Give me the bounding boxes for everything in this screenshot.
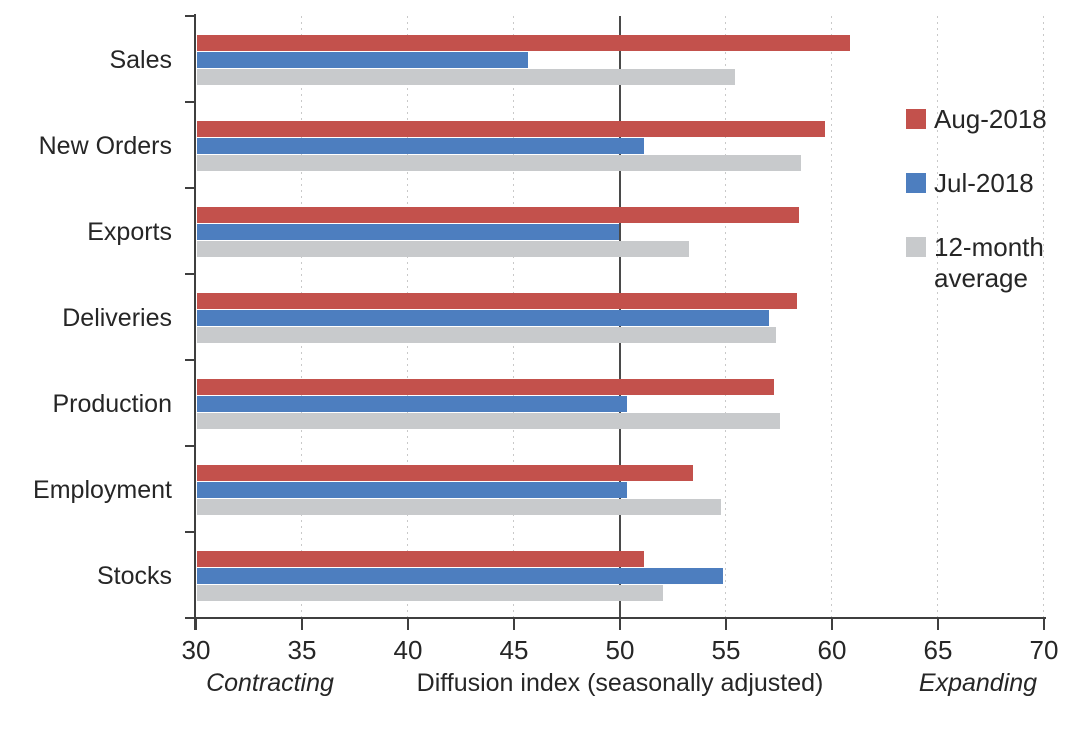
bar-jul-2018-sales [197, 52, 528, 68]
bar-12-month-average-deliveries [197, 327, 776, 343]
x-axis-tick-55 [725, 619, 727, 630]
category-label-stocks: Stocks [96, 562, 172, 590]
category-label-exports: Exports [87, 218, 172, 246]
x-axis-tick-label-65: 65 [923, 635, 953, 665]
x-axis-line [185, 617, 1046, 619]
x-axis-tick-70 [1043, 619, 1045, 630]
y-axis-line [194, 14, 196, 630]
x-axis-title: Diffusion index (seasonally adjusted) [416, 669, 824, 697]
x-axis-tick-label-70: 70 [1029, 635, 1059, 665]
category-label-sales: Sales [109, 46, 172, 74]
bar-jul-2018-deliveries [197, 310, 770, 326]
x-axis-tick-label-35: 35 [287, 635, 317, 665]
legend: Aug-2018 Jul-2018 12-month average [906, 104, 1084, 327]
legend-label: 12-month average [934, 232, 1044, 293]
legend-item-12-month-average: 12-month average [906, 232, 1084, 294]
x-axis-tick-label-40: 40 [393, 635, 423, 665]
x-axis-tick-label-45: 45 [499, 635, 529, 665]
bar-12-month-average-employment [197, 499, 721, 515]
bar-jul-2018-employment [197, 482, 628, 498]
y-axis-tick [185, 187, 195, 189]
bar-aug-2018-production [197, 379, 774, 395]
y-axis-tick [185, 273, 195, 275]
bar-aug-2018-deliveries [197, 293, 797, 309]
x-axis-tick-label-60: 60 [817, 635, 847, 665]
x-axis-tick-50 [619, 619, 621, 630]
legend-label: Jul-2018 [934, 168, 1034, 198]
x-axis-tick-label-30: 30 [181, 635, 211, 665]
right-annotation-expanding: Expanding [918, 669, 1038, 697]
legend-swatch-icon [906, 173, 926, 193]
bar-jul-2018-stocks [197, 568, 723, 584]
bar-jul-2018-exports [197, 224, 619, 240]
category-label-production: Production [52, 390, 172, 418]
legend-swatch-icon [906, 109, 926, 129]
bar-jul-2018-new-orders [197, 138, 645, 154]
bar-12-month-average-new-orders [197, 155, 802, 171]
left-annotation-contracting: Contracting [206, 669, 334, 697]
bar-aug-2018-new-orders [197, 121, 825, 137]
bar-12-month-average-stocks [197, 585, 664, 601]
y-axis-tick [185, 445, 195, 447]
gridline-65 [937, 16, 938, 618]
x-axis-tick-30 [195, 619, 197, 630]
y-axis-tick [185, 531, 195, 533]
x-axis-tick-label-55: 55 [711, 635, 741, 665]
y-axis-tick [185, 101, 195, 103]
bar-aug-2018-stocks [197, 551, 645, 567]
bar-aug-2018-employment [197, 465, 694, 481]
category-label-new-orders: New Orders [38, 132, 172, 160]
bar-aug-2018-sales [197, 35, 850, 51]
x-axis-tick-45 [513, 619, 515, 630]
x-axis-tick-60 [831, 619, 833, 630]
gridline-60 [831, 16, 832, 618]
legend-item-jul-2018: Jul-2018 [906, 168, 1084, 199]
bar-aug-2018-exports [197, 207, 800, 223]
bar-jul-2018-production [197, 396, 628, 412]
legend-label: Aug-2018 [934, 104, 1047, 134]
x-axis-tick-label-50: 50 [605, 635, 635, 665]
legend-swatch-icon [906, 237, 926, 257]
y-axis-tick [185, 359, 195, 361]
bar-12-month-average-exports [197, 241, 689, 257]
category-label-employment: Employment [33, 476, 172, 504]
legend-item-aug-2018: Aug-2018 [906, 104, 1084, 135]
y-axis-tick [185, 15, 195, 17]
bar-12-month-average-production [197, 413, 780, 429]
x-axis-tick-65 [937, 619, 939, 630]
category-label-deliveries: Deliveries [62, 304, 172, 332]
gridline-70 [1043, 16, 1044, 618]
y-axis-tick [185, 617, 195, 619]
x-axis-tick-40 [407, 619, 409, 630]
bar-12-month-average-sales [197, 69, 736, 85]
plot-area [196, 16, 1044, 618]
x-axis-tick-35 [301, 619, 303, 630]
